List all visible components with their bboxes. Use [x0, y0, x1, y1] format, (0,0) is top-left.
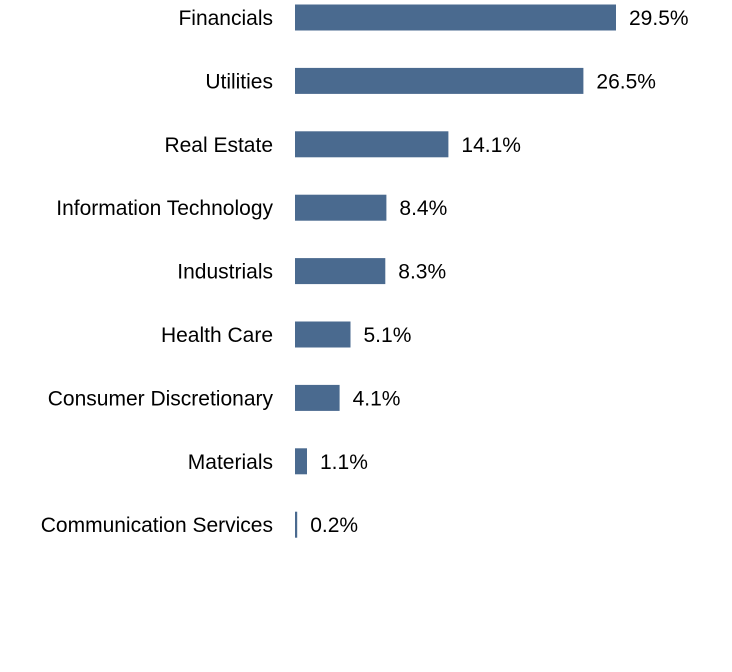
bar-utilities — [295, 67, 584, 94]
value-label: 4.1% — [353, 387, 401, 410]
value-label: 5.1% — [364, 324, 412, 347]
value-label: 26.5% — [596, 70, 656, 93]
category-label: Materials — [188, 451, 273, 474]
bars-group — [295, 4, 616, 538]
bar-consumer-discretionary — [295, 384, 340, 411]
value-label: 8.3% — [398, 261, 446, 284]
category-label: Industrials — [177, 261, 273, 284]
category-label: Consumer Discretionary — [48, 387, 274, 410]
bar-communication-services — [295, 511, 298, 538]
bar-information-technology — [295, 194, 387, 221]
bar-industrials — [295, 258, 386, 285]
bar-health-care — [295, 321, 351, 348]
category-label: Utilities — [205, 70, 273, 93]
bar-financials — [295, 4, 616, 31]
value-label: 0.2% — [310, 514, 358, 537]
category-labels-group: Financials Utilities Real Estate Informatio… — [41, 7, 274, 537]
value-label: 1.1% — [320, 451, 368, 474]
bar-real-estate — [295, 131, 449, 158]
category-label: Health Care — [161, 324, 273, 347]
value-label: 29.5% — [629, 7, 689, 30]
value-label: 8.4% — [399, 197, 447, 220]
category-label: Information Technology — [56, 197, 273, 220]
category-label: Communication Services — [41, 514, 273, 537]
bar-materials — [295, 448, 307, 475]
value-labels-group: 29.5% 26.5% 14.1% 8.4% 8.3% 5.1% 4.1% 1.1% 0.2% — [310, 7, 688, 537]
category-label: Real Estate — [164, 134, 273, 157]
category-label: Financials — [178, 7, 273, 30]
value-label: 14.1% — [461, 134, 521, 157]
